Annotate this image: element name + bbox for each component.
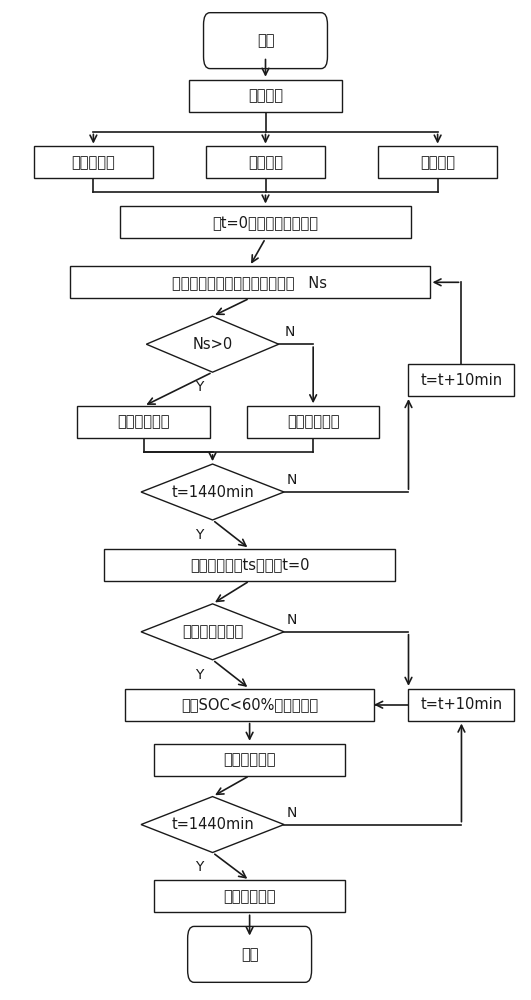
Text: 输出负荷曲线: 输出负荷曲线	[224, 889, 276, 904]
Bar	[155, 744, 345, 776]
Text: 有空置充电桩？: 有空置充电桩？	[182, 624, 243, 639]
Bar	[120, 206, 411, 238]
Text: 计算当前停车数和停车需求之差   Ns: 计算当前停车数和停车需求之差 Ns	[172, 275, 327, 290]
Text: N: N	[287, 613, 297, 627]
Bar	[155, 880, 345, 912]
Bar	[408, 689, 515, 721]
Text: 置t=0，初始化汽车状态: 置t=0，初始化汽车状态	[212, 215, 319, 230]
Polygon shape	[141, 604, 284, 660]
Text: 计算当前功率: 计算当前功率	[224, 752, 276, 767]
Text: 泊位需求: 泊位需求	[420, 155, 455, 170]
FancyBboxPatch shape	[203, 13, 328, 69]
Text: 开始: 开始	[257, 33, 274, 48]
Text: 日出行里程: 日出行里程	[72, 155, 115, 170]
Polygon shape	[141, 797, 284, 853]
Bar	[70, 266, 430, 298]
Text: N: N	[284, 325, 295, 339]
Text: Ns>0: Ns>0	[192, 337, 233, 352]
Text: 抽取车辆驶离: 抽取车辆驶离	[287, 415, 339, 430]
Text: t=t+10min: t=t+10min	[421, 373, 502, 388]
Text: Y: Y	[195, 668, 203, 682]
Text: Y: Y	[195, 860, 203, 874]
Text: 结束: 结束	[241, 947, 259, 962]
Bar	[408, 364, 515, 396]
Text: t=1440min: t=1440min	[171, 817, 254, 832]
Text: t=t+10min: t=t+10min	[421, 697, 502, 712]
Text: 停车需求: 停车需求	[248, 155, 283, 170]
Text: Y: Y	[195, 528, 203, 542]
Bar	[378, 146, 497, 178]
Bar	[125, 689, 374, 721]
Text: N: N	[287, 473, 297, 487]
Bar	[247, 406, 379, 438]
Polygon shape	[147, 316, 279, 372]
Text: Y: Y	[195, 380, 203, 394]
FancyBboxPatch shape	[187, 926, 312, 982]
Bar	[78, 406, 210, 438]
Bar	[34, 146, 153, 178]
Text: 获得停车时长ts，重置t=0: 获得停车时长ts，重置t=0	[190, 557, 310, 572]
Bar	[206, 146, 325, 178]
Polygon shape	[141, 464, 284, 520]
Text: N: N	[287, 806, 297, 820]
Text: t=1440min: t=1440min	[171, 485, 254, 500]
Bar	[104, 549, 395, 581]
Text: 抽取SOC<60%的车辆充电: 抽取SOC<60%的车辆充电	[181, 697, 318, 712]
Text: 输入数据: 输入数据	[248, 88, 283, 103]
Text: 抽取车辆停车: 抽取车辆停车	[117, 415, 170, 430]
Bar	[189, 80, 342, 112]
